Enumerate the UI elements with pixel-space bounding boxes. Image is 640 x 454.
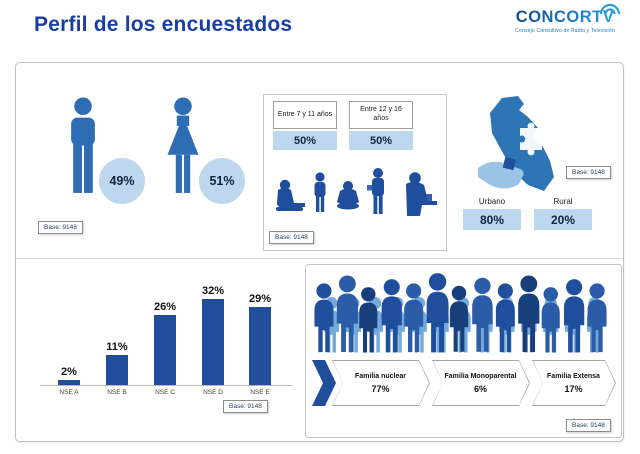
nse-d-label: NSE D (203, 389, 223, 396)
family-type-label: Familia Monoparental (444, 373, 517, 381)
radio-waves-icon (599, 3, 621, 15)
nse-chart-axis (40, 385, 292, 386)
age-group-1-label: Entre 7 y 11 años (273, 101, 337, 129)
family-type-label: Familia Extensa (547, 373, 600, 381)
age-base-label: Base: 9148 (269, 231, 314, 244)
bar-value-label: 32% (201, 285, 225, 297)
bar-value-label: 11% (106, 341, 128, 353)
age-section-box (263, 94, 447, 251)
rural-value: 20% (534, 209, 592, 230)
crowd-silhouettes-illustration (314, 273, 607, 353)
female-percentage: 51% (199, 158, 245, 204)
bar-value-label: 29% (248, 293, 272, 305)
rural-label: Rural (553, 197, 573, 206)
bar-nse-d: 32% (202, 285, 224, 385)
bar (154, 315, 176, 385)
children-silhouettes-illustration (276, 168, 437, 216)
family-arrow-extensa: Familia Extensa 17% (532, 360, 616, 406)
family-arrow-monoparental: Familia Monoparental 6% (432, 360, 530, 406)
male-icon (71, 97, 95, 193)
nse-c-label: NSE C (155, 389, 175, 396)
peru-map-puzzle-illustration (478, 96, 554, 191)
nse-base-label: Base: 9148 (223, 400, 268, 413)
urbano-value: 80% (463, 209, 521, 230)
age-group-1-value: 50% (273, 131, 337, 150)
bar (106, 355, 128, 385)
urbano-label: Urbano (478, 197, 506, 206)
nse-b-label: NSE B (107, 389, 127, 396)
family-section-box (305, 264, 622, 438)
bar-value-label: 26% (153, 301, 177, 313)
horizontal-divider (16, 258, 623, 259)
logo-brand-text: CONCORTV (502, 8, 628, 27)
female-icon (167, 97, 199, 193)
bar-value-label: 2% (61, 366, 77, 378)
age-group-2-label: Entre 12 y 16 años (349, 101, 413, 129)
family-type-value: 6% (473, 383, 487, 394)
family-type-label: Familia nuclear (355, 373, 406, 381)
page-title: Perfil de los encuestados (34, 13, 293, 36)
logo-tagline: Consejo Consultivo de Radio y Televisión (515, 28, 615, 34)
bar (249, 307, 271, 385)
bar-nse-b: 11% (106, 341, 128, 385)
family-base-label: Base: 9148 (566, 419, 611, 432)
bar (202, 299, 224, 385)
bar-nse-a: 2% (58, 366, 80, 385)
male-percentage: 49% (99, 158, 145, 204)
bar-nse-e: 29% (249, 293, 271, 385)
bar-nse-c: 26% (154, 301, 176, 385)
nse-e-label: NSE E (250, 389, 270, 396)
concortv-logo: CONCORTV Consejo Consultivo de Radio y T… (502, 3, 628, 34)
nse-a-label: NSE A (59, 389, 79, 396)
area-base-label: Base: 9148 (566, 166, 611, 179)
gender-base-label: Base: 9148 (38, 221, 83, 234)
family-arrow-nuclear: Familia nuclear 77% (332, 360, 430, 406)
bar (58, 380, 80, 385)
family-type-value: 77% (371, 383, 390, 394)
family-type-value: 17% (564, 383, 583, 394)
age-group-2-value: 50% (349, 131, 413, 150)
